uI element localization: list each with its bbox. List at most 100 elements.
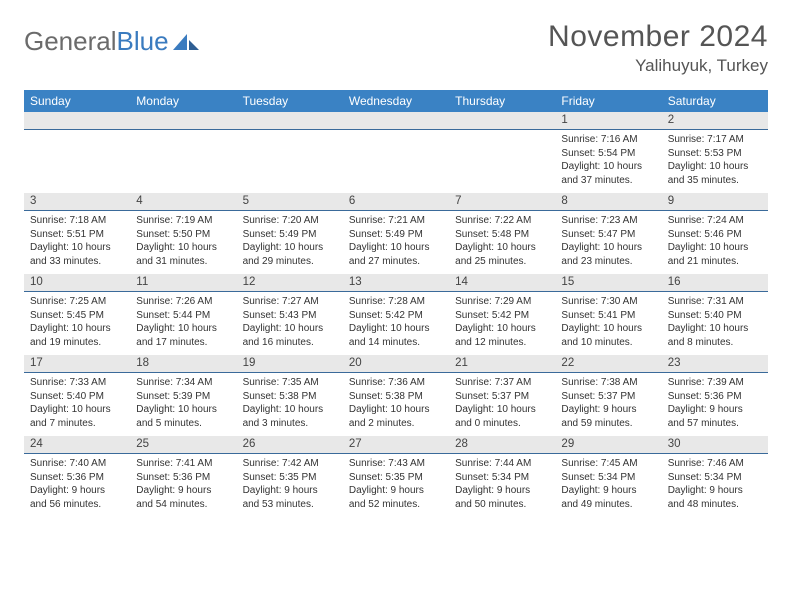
sunset-text: Sunset: 5:47 PM [561,228,655,242]
day-number [24,112,130,129]
day-cell: Sunrise: 7:17 AMSunset: 5:53 PMDaylight:… [662,130,768,193]
day-cell: Sunrise: 7:42 AMSunset: 5:35 PMDaylight:… [237,454,343,517]
sunrise-text: Sunrise: 7:26 AM [136,295,230,309]
sunset-text: Sunset: 5:45 PM [30,309,124,323]
day-cell: Sunrise: 7:39 AMSunset: 5:36 PMDaylight:… [662,373,768,436]
calendar: SundayMondayTuesdayWednesdayThursdayFrid… [24,90,768,517]
day-number: 11 [130,274,236,291]
day-cell: Sunrise: 7:21 AMSunset: 5:49 PMDaylight:… [343,211,449,274]
day-cell: Sunrise: 7:19 AMSunset: 5:50 PMDaylight:… [130,211,236,274]
day-number: 18 [130,355,236,372]
daylight-text: Daylight: 10 hours and 25 minutes. [455,241,549,268]
day-number-row: 10111213141516 [24,274,768,292]
daylight-text: Daylight: 9 hours and 50 minutes. [455,484,549,511]
sunrise-text: Sunrise: 7:23 AM [561,214,655,228]
sunset-text: Sunset: 5:38 PM [349,390,443,404]
sunrise-text: Sunrise: 7:20 AM [243,214,337,228]
daylight-text: Daylight: 9 hours and 52 minutes. [349,484,443,511]
daylight-text: Daylight: 9 hours and 57 minutes. [668,403,762,430]
sunset-text: Sunset: 5:34 PM [455,471,549,485]
day-number [130,112,236,129]
daylight-text: Daylight: 10 hours and 23 minutes. [561,241,655,268]
sunrise-text: Sunrise: 7:38 AM [561,376,655,390]
day-number: 4 [130,193,236,210]
sunset-text: Sunset: 5:36 PM [136,471,230,485]
day-cell: Sunrise: 7:22 AMSunset: 5:48 PMDaylight:… [449,211,555,274]
month-title: November 2024 [548,20,768,54]
sunset-text: Sunset: 5:35 PM [349,471,443,485]
weekday-label: Saturday [662,90,768,112]
daylight-text: Daylight: 10 hours and 10 minutes. [561,322,655,349]
sunrise-text: Sunrise: 7:16 AM [561,133,655,147]
day-number: 25 [130,436,236,453]
day-cell: Sunrise: 7:46 AMSunset: 5:34 PMDaylight:… [662,454,768,517]
daylight-text: Daylight: 10 hours and 27 minutes. [349,241,443,268]
sunrise-text: Sunrise: 7:30 AM [561,295,655,309]
sunrise-text: Sunrise: 7:34 AM [136,376,230,390]
daylight-text: Daylight: 10 hours and 7 minutes. [30,403,124,430]
sunset-text: Sunset: 5:48 PM [455,228,549,242]
day-cell: Sunrise: 7:33 AMSunset: 5:40 PMDaylight:… [24,373,130,436]
day-cell: Sunrise: 7:44 AMSunset: 5:34 PMDaylight:… [449,454,555,517]
day-cell: Sunrise: 7:40 AMSunset: 5:36 PMDaylight:… [24,454,130,517]
sunrise-text: Sunrise: 7:21 AM [349,214,443,228]
day-cell: Sunrise: 7:18 AMSunset: 5:51 PMDaylight:… [24,211,130,274]
daylight-text: Daylight: 9 hours and 48 minutes. [668,484,762,511]
day-cell: Sunrise: 7:28 AMSunset: 5:42 PMDaylight:… [343,292,449,355]
day-number [449,112,555,129]
day-cell: Sunrise: 7:25 AMSunset: 5:45 PMDaylight:… [24,292,130,355]
daylight-text: Daylight: 10 hours and 5 minutes. [136,403,230,430]
weekday-label: Tuesday [237,90,343,112]
day-number: 30 [662,436,768,453]
daylight-text: Daylight: 10 hours and 37 minutes. [561,160,655,187]
day-number: 23 [662,355,768,372]
day-number: 21 [449,355,555,372]
location: Yalihuyuk, Turkey [548,56,768,76]
weekday-header-row: SundayMondayTuesdayWednesdayThursdayFrid… [24,90,768,112]
day-number: 19 [237,355,343,372]
day-cell: Sunrise: 7:43 AMSunset: 5:35 PMDaylight:… [343,454,449,517]
sunset-text: Sunset: 5:53 PM [668,147,762,161]
day-cell: Sunrise: 7:38 AMSunset: 5:37 PMDaylight:… [555,373,661,436]
daylight-text: Daylight: 10 hours and 19 minutes. [30,322,124,349]
sunrise-text: Sunrise: 7:33 AM [30,376,124,390]
sunrise-text: Sunrise: 7:18 AM [30,214,124,228]
daylight-text: Daylight: 10 hours and 8 minutes. [668,322,762,349]
day-content-row: Sunrise: 7:18 AMSunset: 5:51 PMDaylight:… [24,211,768,274]
daylight-text: Daylight: 10 hours and 33 minutes. [30,241,124,268]
day-number: 10 [24,274,130,291]
logo-text-blue: Blue [117,26,169,57]
weekday-label: Thursday [449,90,555,112]
sunrise-text: Sunrise: 7:22 AM [455,214,549,228]
logo-text-general: General [24,26,117,57]
day-number: 29 [555,436,661,453]
sunrise-text: Sunrise: 7:43 AM [349,457,443,471]
sunrise-text: Sunrise: 7:28 AM [349,295,443,309]
day-cell: Sunrise: 7:34 AMSunset: 5:39 PMDaylight:… [130,373,236,436]
sunrise-text: Sunrise: 7:31 AM [668,295,762,309]
day-content-row: Sunrise: 7:16 AMSunset: 5:54 PMDaylight:… [24,130,768,193]
sunset-text: Sunset: 5:44 PM [136,309,230,323]
day-number: 28 [449,436,555,453]
day-number: 5 [237,193,343,210]
day-number: 6 [343,193,449,210]
day-number-row: 17181920212223 [24,355,768,373]
sunset-text: Sunset: 5:43 PM [243,309,337,323]
sunrise-text: Sunrise: 7:27 AM [243,295,337,309]
day-number: 16 [662,274,768,291]
sunrise-text: Sunrise: 7:35 AM [243,376,337,390]
daylight-text: Daylight: 10 hours and 35 minutes. [668,160,762,187]
daylight-text: Daylight: 9 hours and 53 minutes. [243,484,337,511]
daylight-text: Daylight: 10 hours and 14 minutes. [349,322,443,349]
daylight-text: Daylight: 10 hours and 12 minutes. [455,322,549,349]
sunrise-text: Sunrise: 7:41 AM [136,457,230,471]
daylight-text: Daylight: 10 hours and 17 minutes. [136,322,230,349]
day-cell: Sunrise: 7:36 AMSunset: 5:38 PMDaylight:… [343,373,449,436]
day-number [343,112,449,129]
sunset-text: Sunset: 5:46 PM [668,228,762,242]
weekday-label: Monday [130,90,236,112]
sunrise-text: Sunrise: 7:40 AM [30,457,124,471]
daylight-text: Daylight: 10 hours and 3 minutes. [243,403,337,430]
sunset-text: Sunset: 5:39 PM [136,390,230,404]
sunset-text: Sunset: 5:51 PM [30,228,124,242]
